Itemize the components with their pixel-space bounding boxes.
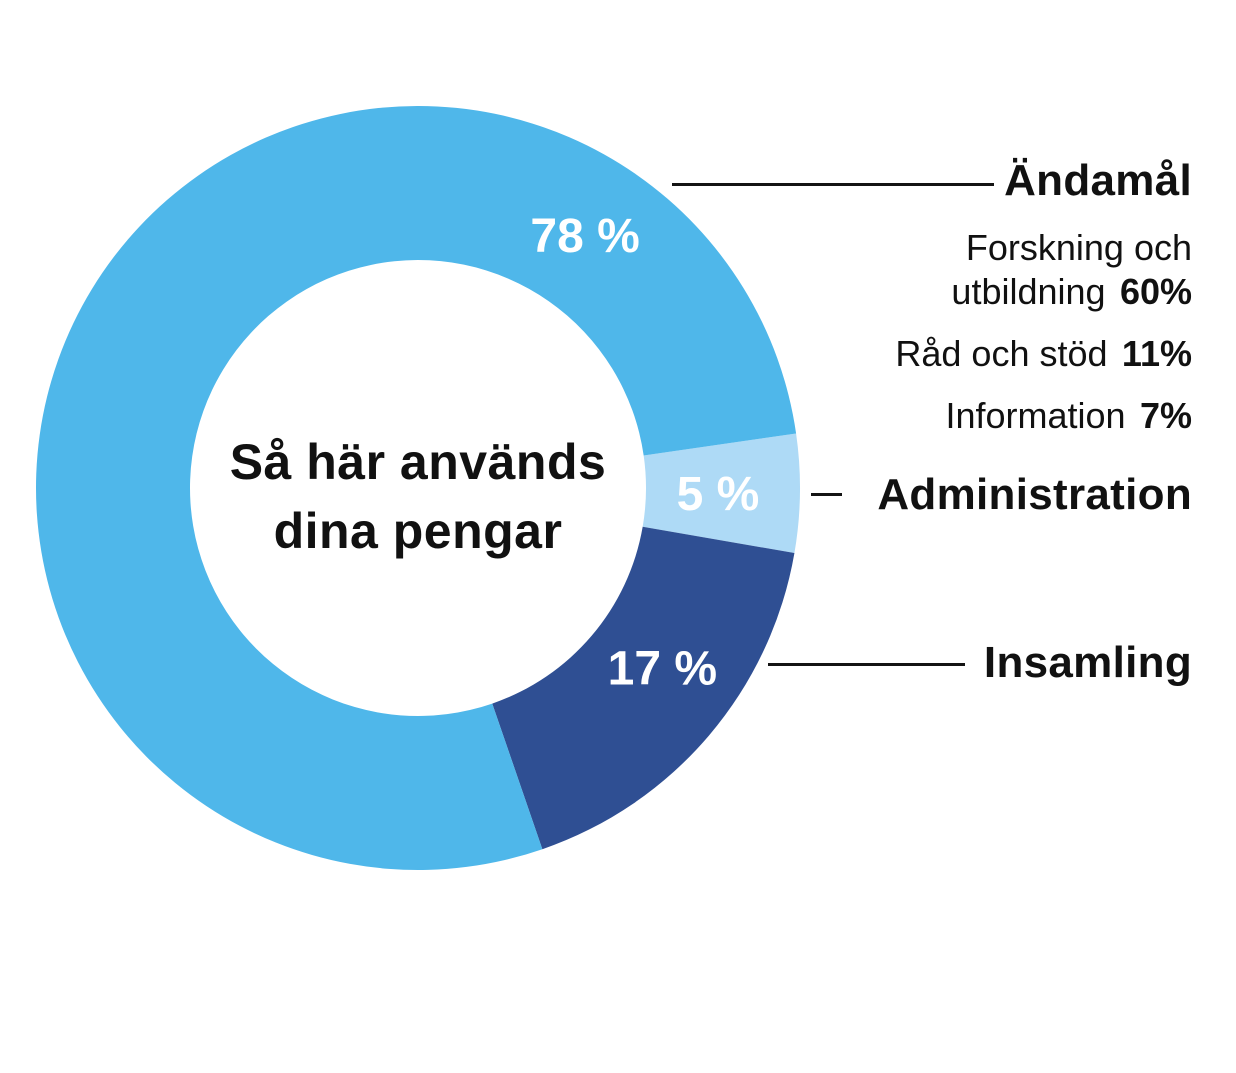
leader-line-insamling <box>768 663 965 666</box>
slice-value-label-administration: 5 % <box>677 468 760 521</box>
slice-administration <box>642 433 800 554</box>
legend-label-insamling: Insamling <box>983 638 1192 687</box>
andamal-breakdown-list: Forskning och utbildning 60% Råd och stöd… <box>847 226 1192 456</box>
breakdown-item-value: 7% <box>1139 395 1192 436</box>
slice-andamal <box>36 106 797 870</box>
breakdown-item: Information 7% <box>847 394 1192 438</box>
leader-line-administration <box>811 493 842 496</box>
legend-label-administration: Administration <box>877 470 1192 519</box>
chart-center-title: Så här används dina pengar <box>168 428 668 566</box>
breakdown-item: Råd och stöd 11% <box>847 332 1192 376</box>
slice-value-label-insamling: 17 % <box>608 642 717 695</box>
breakdown-item-value: 11% <box>1121 333 1192 374</box>
legend-label-andamal: Ändamål <box>1004 156 1192 205</box>
breakdown-item: Forskning och utbildning 60% <box>847 226 1192 314</box>
breakdown-item-label: Råd och stöd <box>895 333 1108 374</box>
slice-value-label-andamal: 78 % <box>530 210 639 263</box>
breakdown-item-value: 60% <box>1119 271 1192 312</box>
chart-center-title-line1: Så här används <box>229 434 607 490</box>
chart-center-title-line2: dina pengar <box>273 503 563 559</box>
breakdown-item-label: Forskning och utbildning <box>951 227 1192 312</box>
breakdown-item-label: Information <box>945 395 1126 436</box>
slice-insamling <box>492 526 795 850</box>
leader-line-andamal <box>672 183 994 186</box>
